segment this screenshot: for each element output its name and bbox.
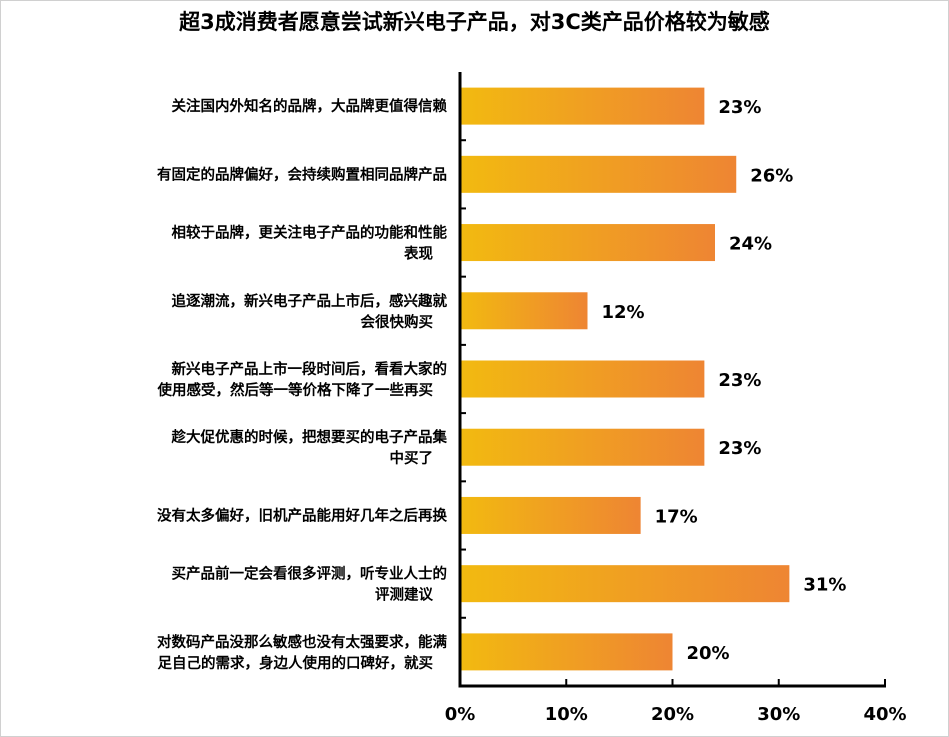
data-label: 24% [729, 234, 772, 255]
data-label: 23% [718, 370, 761, 391]
x-tick-label: 30% [757, 704, 800, 725]
category-label: 足自己的需求，身边人使用的口碑好，就买 [158, 654, 434, 672]
x-tick-label: 40% [863, 704, 906, 725]
bar [460, 224, 715, 262]
bar [460, 292, 588, 330]
bar [460, 360, 705, 398]
category-label: 新兴电子产品上市一段时间后，看看大家的 [172, 360, 448, 378]
category-label: 趁大促优惠的时候，把想要买的电子产品集 [171, 428, 448, 446]
data-label: 20% [687, 643, 730, 664]
data-label: 23% [718, 97, 761, 118]
bar [460, 87, 705, 125]
bar [460, 565, 790, 603]
bar [460, 496, 641, 534]
category-label: 有固定的品牌偏好，会持续购置相同品牌产品 [157, 165, 447, 183]
category-label: 会很快购买 [361, 313, 434, 331]
category-label: 关注国内外知名的品牌，大品牌更值得信赖 [172, 97, 448, 115]
x-tick-label: 10% [545, 704, 588, 725]
category-label: 表现 [404, 245, 433, 263]
category-label: 买产品前一定会看很多评测，听专业人士的 [172, 565, 448, 583]
data-label: 26% [750, 165, 793, 186]
data-label: 31% [803, 575, 846, 596]
bar [460, 428, 705, 466]
x-tick-label: 20% [651, 704, 694, 725]
category-label: 相较于品牌，更关注电子产品的功能和性能 [172, 224, 448, 242]
category-label: 对数码产品没那么敏感也没有太强要求，能满 [157, 633, 447, 651]
data-label: 12% [602, 302, 645, 323]
chart-title: 超3成消费者愿意尝试新兴电子产品，对3C类产品价格较为敏感 [179, 10, 770, 34]
category-label: 中买了 [390, 449, 434, 467]
category-label: 追逐潮流，新兴电子产品上市后，感兴趣就 [172, 292, 448, 310]
bar [460, 633, 673, 671]
x-tick-label: 0% [445, 704, 476, 725]
data-label: 23% [718, 438, 761, 459]
category-label: 使用感受，然后等一等价格下降了一些再买 [157, 381, 434, 399]
data-label: 17% [655, 506, 698, 527]
category-label: 评测建议 [375, 586, 433, 604]
bar [460, 155, 737, 193]
category-label: 没有太多偏好，旧机产品能用好几年之后再换 [157, 506, 447, 524]
